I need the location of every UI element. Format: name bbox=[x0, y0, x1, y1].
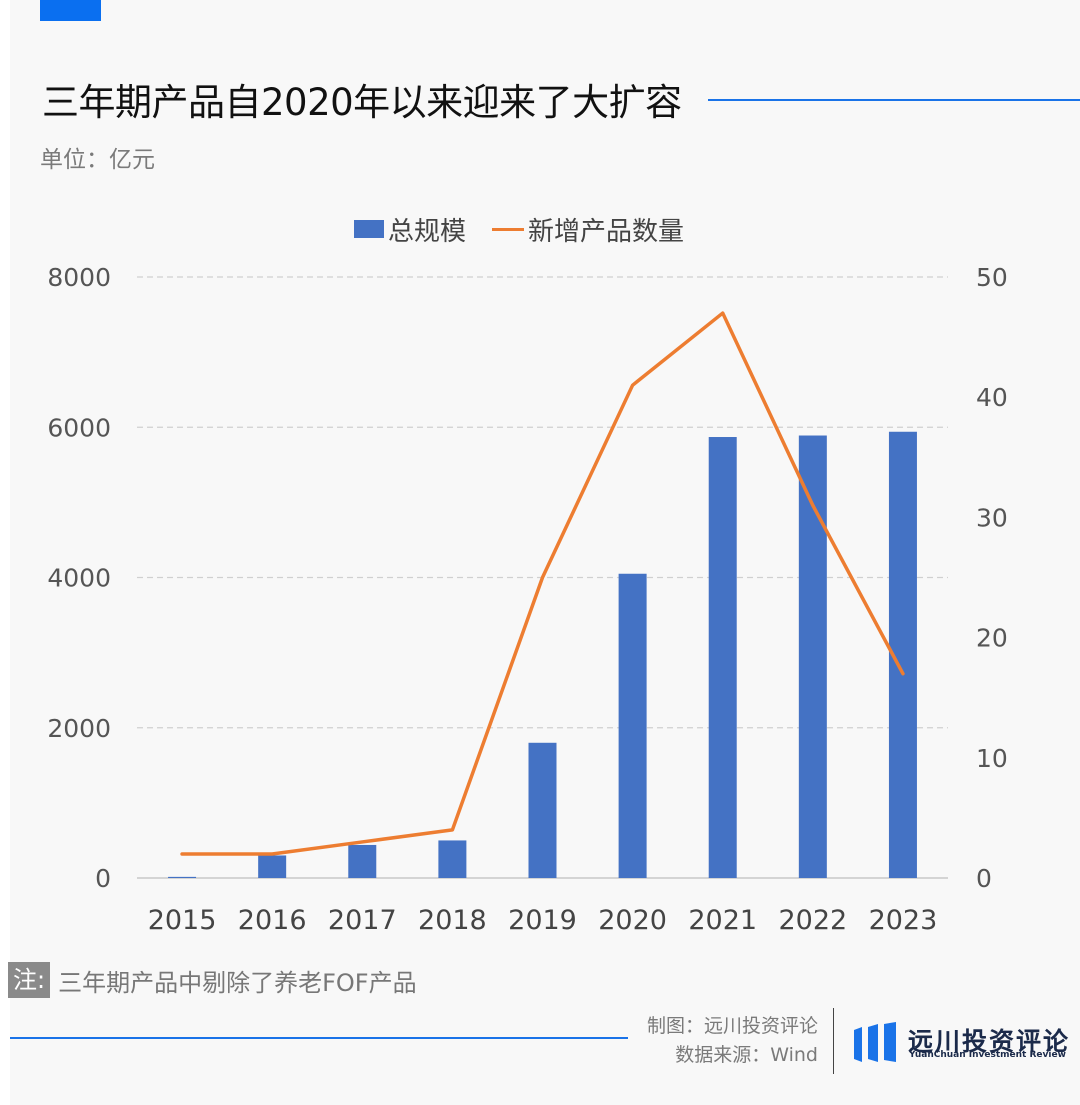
right-axis-tick-label: 10 bbox=[976, 744, 1008, 773]
x-axis-tick-label: 2017 bbox=[328, 905, 397, 936]
left-axis-tick-label: 2000 bbox=[47, 714, 111, 743]
legend: 总规模 新增产品数量 bbox=[354, 209, 684, 249]
legend-label-total: 总规模 bbox=[388, 216, 467, 247]
right-axis-tick-label: 20 bbox=[976, 624, 1008, 653]
x-axis-tick-label: 2022 bbox=[778, 905, 847, 936]
bar bbox=[798, 435, 827, 878]
left-axis-tick-label: 0 bbox=[95, 864, 111, 893]
logo-name: 远川投资评论 bbox=[908, 1027, 1071, 1056]
left-axis-tick-label: 4000 bbox=[47, 564, 111, 593]
x-axis-tick-label: 2018 bbox=[418, 905, 487, 936]
bar bbox=[618, 573, 647, 878]
note-text: 三年期产品中剔除了养老FOF产品 bbox=[58, 968, 417, 997]
logo-subtitle: YuanChuan Investment Review bbox=[909, 1050, 1066, 1060]
combo-chart: 0 2000 4000 6000 8000 0 10 20 30 40 50 2015 2016 2017… bbox=[47, 263, 1008, 936]
left-axis-tick-label: 6000 bbox=[47, 413, 111, 442]
right-axis-tick-label: 50 bbox=[976, 263, 1008, 292]
right-axis-tick-label: 40 bbox=[976, 383, 1008, 412]
bar bbox=[528, 742, 557, 878]
x-axis-tick-label: 2016 bbox=[238, 905, 307, 936]
footnote: 注: 三年期产品中剔除了养老FOF产品 bbox=[8, 962, 417, 998]
bar bbox=[168, 876, 197, 878]
chart-title: 三年期产品自2020年以来迎来了大扩容 bbox=[42, 81, 682, 124]
bar bbox=[708, 437, 737, 878]
logo-bars-icon bbox=[854, 1022, 896, 1062]
legend-label-new-products: 新增产品数量 bbox=[528, 216, 685, 247]
x-axis-tick-label: 2021 bbox=[688, 905, 757, 936]
x-axis-tick-label: 2020 bbox=[598, 905, 667, 936]
x-axis-tick-label: 2023 bbox=[869, 905, 938, 936]
bar bbox=[258, 855, 287, 878]
right-axis-tick-label: 0 bbox=[976, 864, 992, 893]
data-source: 数据来源：Wind bbox=[675, 1044, 818, 1066]
brand-logo: 远川投资评论 YuanChuan Investment Review bbox=[852, 1022, 1068, 1064]
bottom-rule bbox=[10, 1037, 628, 1039]
legend-swatch-line bbox=[492, 227, 525, 231]
x-axis-tick-label: 2015 bbox=[148, 905, 217, 936]
chart-maker: 制图：远川投资评论 bbox=[646, 1015, 818, 1037]
x-axis-tick-label: 2019 bbox=[508, 905, 577, 936]
unit-label: 单位：亿元 bbox=[40, 147, 155, 173]
note-tag: 注: bbox=[8, 962, 51, 998]
top-accent-block bbox=[40, 0, 101, 21]
credits: 制图：远川投资评论 数据来源：Wind bbox=[647, 1012, 818, 1070]
left-axis-tick-label: 8000 bbox=[47, 263, 111, 292]
title-underline bbox=[708, 99, 1080, 101]
line-series-new-products bbox=[180, 311, 905, 856]
bar bbox=[438, 840, 467, 878]
bar bbox=[348, 844, 377, 878]
legend-swatch-bar bbox=[354, 220, 384, 238]
credits-divider bbox=[833, 1008, 834, 1074]
right-axis-tick-label: 30 bbox=[976, 503, 1008, 532]
